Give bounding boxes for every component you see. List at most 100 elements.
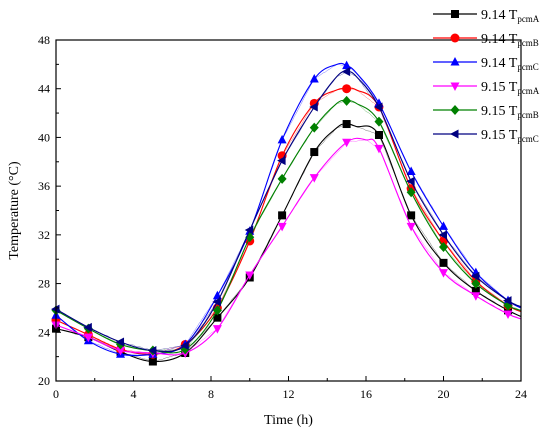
data-point [374, 116, 384, 127]
legend-entry-4: 9.15 TpcmA [433, 80, 540, 96]
x-tick-label: 20 [438, 387, 450, 401]
series-noise [55, 71, 522, 352]
data-point [439, 242, 448, 253]
data-point [406, 222, 416, 232]
series-noise [55, 100, 522, 351]
data-point [374, 130, 383, 139]
data-point [407, 211, 416, 220]
y-tick-label: 44 [38, 82, 50, 96]
data-point [115, 337, 125, 347]
data-point [341, 67, 351, 77]
x-tick-label: 16 [360, 387, 372, 401]
data-point [180, 341, 189, 351]
data-point [503, 310, 513, 320]
series-noise [55, 64, 522, 355]
data-point [212, 325, 222, 334]
data-point [212, 305, 222, 316]
legend-label-main: 9.15 T [481, 104, 518, 119]
series-1 [52, 120, 522, 366]
data-point [277, 222, 287, 232]
x-tick-label: 0 [53, 387, 59, 401]
data-point [278, 211, 287, 220]
data-point [83, 322, 92, 332]
legend-label-subscript: pcmC [517, 134, 539, 144]
data-point [439, 221, 448, 230]
series-line [55, 62, 522, 357]
legend-label-main: 9.15 T [481, 80, 518, 95]
data-point [439, 269, 448, 278]
legend-label: 9.15 TpcmA [481, 80, 540, 96]
data-point [342, 84, 352, 94]
legend-marker [450, 82, 460, 91]
legend-label: 9.14 TpcmB [481, 32, 539, 48]
data-point [342, 120, 351, 129]
data-point [438, 230, 447, 240]
legend-label: 9.14 TpcmC [481, 56, 539, 72]
legend-entry-3: 9.14 TpcmC [433, 56, 539, 72]
legend-label-main: 9.14 T [481, 8, 518, 23]
x-tick-label: 24 [515, 387, 527, 401]
series-2 [51, 84, 522, 359]
y-axis-label: Temperature (°C) [7, 161, 22, 260]
legend-label-main: 9.14 T [481, 56, 518, 71]
data-point [212, 297, 221, 307]
data-point [148, 357, 157, 366]
series-line [55, 123, 522, 363]
legend-entry-1: 9.14 TpcmA [433, 8, 540, 24]
data-point [471, 278, 481, 289]
series-noise [55, 88, 522, 355]
data-point [277, 156, 286, 166]
data-point [503, 296, 512, 306]
data-point [309, 174, 319, 183]
data-point [374, 144, 384, 154]
legend-marker [450, 129, 459, 139]
data-point [373, 102, 383, 112]
data-point [245, 271, 255, 281]
x-tick-label: 4 [131, 387, 137, 401]
data-point [406, 187, 416, 198]
legend-label-main: 9.14 T [481, 32, 518, 47]
data-point [471, 292, 481, 301]
legend-label-subscript: pcmC [517, 62, 539, 72]
series-6 [51, 67, 522, 356]
legend-marker [451, 10, 459, 18]
x-tick-label: 12 [283, 387, 295, 401]
series-line [55, 71, 522, 352]
data-point [309, 102, 318, 112]
legend-label: 9.14 TpcmA [481, 8, 540, 24]
y-tick-label: 20 [38, 374, 50, 388]
data-point [439, 258, 448, 267]
y-tick-label: 48 [38, 33, 50, 47]
legend-label-subscript: pcmA [517, 14, 539, 24]
data-point [471, 286, 480, 295]
data-point [277, 173, 287, 184]
y-tick-label: 32 [38, 228, 50, 242]
data-point [147, 346, 157, 356]
data-point [406, 166, 416, 176]
x-axis-label: Time (h) [264, 413, 313, 428]
legend-label: 9.15 TpcmC [481, 128, 539, 144]
data-point [342, 138, 352, 148]
data-point [342, 95, 352, 106]
y-tick-label: 24 [38, 325, 50, 339]
legend-entry-2: 9.14 TpcmB [433, 32, 539, 48]
y-tick-label: 28 [38, 277, 50, 291]
series-line [55, 99, 522, 354]
data-point [342, 60, 352, 70]
data-point [470, 271, 480, 281]
data-point [83, 333, 93, 343]
plot-frame [55, 39, 522, 382]
series-5 [51, 95, 522, 356]
data-point [309, 73, 319, 83]
legend-marker [450, 57, 460, 66]
legend-entry-6: 9.15 TpcmC [433, 128, 539, 144]
legend-label: 9.15 TpcmB [481, 104, 539, 120]
legend-label-main: 9.15 T [481, 128, 518, 143]
data-point [277, 134, 287, 144]
data-point [213, 313, 222, 322]
y-tick-label: 36 [38, 179, 50, 193]
data-point [244, 225, 254, 235]
